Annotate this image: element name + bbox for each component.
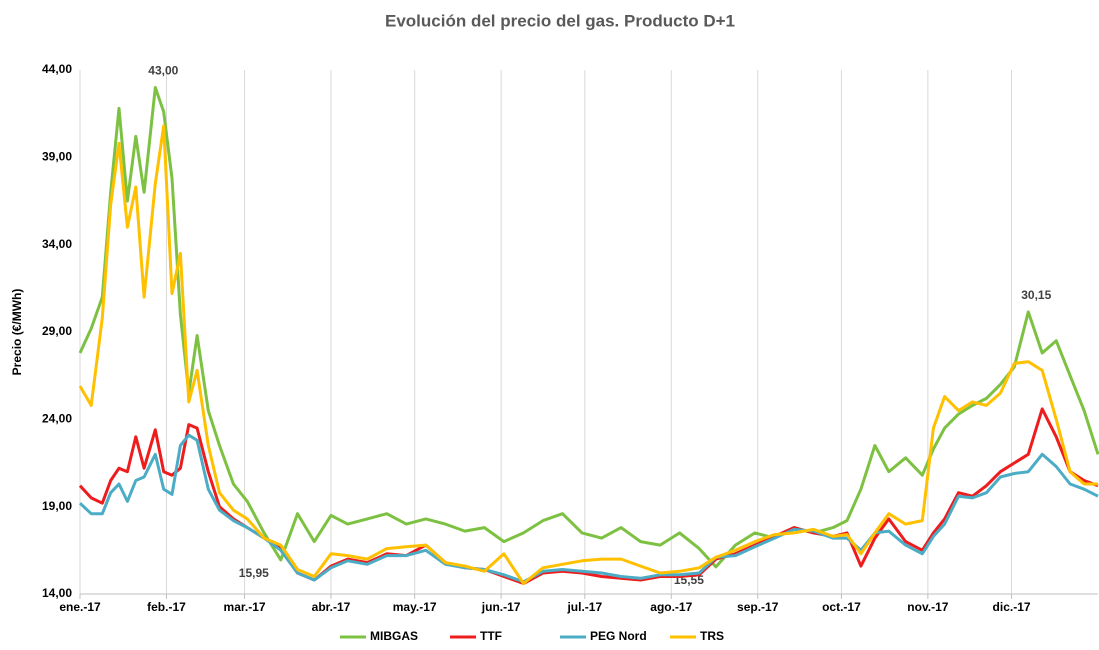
chart-title: Evolución del precio del gas. Producto D… (385, 11, 735, 30)
y-tick-label: 24,00 (42, 412, 72, 426)
legend-label: TTF (480, 629, 502, 643)
y-tick-label: 14,00 (42, 586, 72, 600)
x-tick-label: mar.-17 (224, 600, 266, 614)
y-tick-label: 39,00 (42, 150, 72, 164)
x-tick-label: dic.-17 (993, 600, 1031, 614)
x-tick-label: abr.-17 (312, 600, 351, 614)
x-tick-label: ago.-17 (650, 600, 692, 614)
series-line (78, 86, 1099, 569)
data-label: 15,95 (239, 566, 269, 580)
legend-label: TRS (700, 629, 724, 643)
y-tick-label: 34,00 (42, 237, 72, 251)
y-axis-title: Precio (€/MWh) (10, 289, 24, 376)
x-tick-label: may.-17 (393, 600, 437, 614)
x-tick-label: oct.-17 (822, 600, 861, 614)
y-tick-label: 44,00 (42, 62, 72, 76)
series-line (78, 433, 1099, 584)
legend-label: MIBGAS (370, 629, 418, 643)
legend-label: PEG Nord (590, 629, 647, 643)
x-tick-label: sep.-17 (737, 600, 779, 614)
data-label: 30,15 (1021, 288, 1051, 302)
x-tick-label: ene.-17 (59, 600, 101, 614)
x-tick-label: jul.-17 (566, 600, 602, 614)
series-line (78, 124, 1098, 585)
y-tick-label: 19,00 (42, 499, 72, 513)
series-line (78, 407, 1099, 585)
y-tick-label: 29,00 (42, 324, 72, 338)
x-tick-label: feb.-17 (147, 600, 186, 614)
x-tick-label: jun.-17 (481, 600, 521, 614)
x-tick-label: nov.-17 (907, 600, 948, 614)
data-label: 43,00 (148, 64, 178, 78)
